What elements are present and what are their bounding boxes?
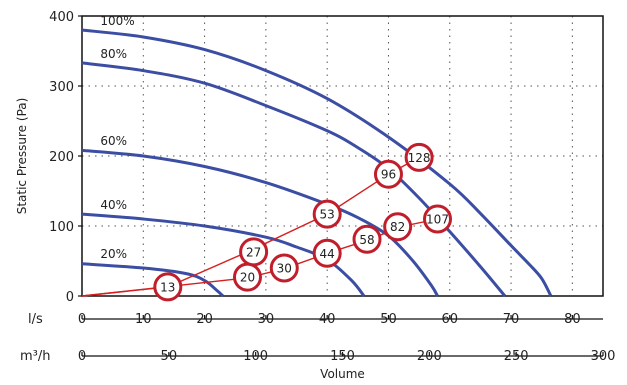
- x-tick-label: 150: [330, 349, 355, 364]
- fan-curve-60pct: [81, 148, 439, 297]
- curve-label: 100%: [100, 14, 134, 28]
- marker-label: 44: [320, 247, 335, 261]
- x-tick-label: 70: [503, 312, 520, 327]
- marker-30: 30: [269, 253, 299, 283]
- marker-label: 13: [160, 280, 175, 294]
- marker-circle: [383, 212, 413, 242]
- fan-curve-40pct: [81, 212, 366, 297]
- marker-128: 128: [404, 142, 434, 172]
- marker-circle: [269, 253, 299, 283]
- x-tick-label: 200: [417, 349, 442, 364]
- x-tick-label: 10: [135, 312, 152, 327]
- x-tick-label: 80: [564, 312, 581, 327]
- marker-label: 53: [320, 208, 335, 222]
- curve-label: 80%: [100, 47, 127, 61]
- x-axis-unit-m3h: m³/h: [20, 349, 51, 364]
- x-axis-ls-ticks: 0 10 20 30 40 50 60 70 80: [78, 312, 581, 327]
- marker-label: 20: [240, 271, 255, 285]
- marker-circle: [153, 272, 183, 302]
- marker-circle: [312, 199, 342, 229]
- marker-circle: [404, 142, 434, 172]
- x-tick-label: 50: [161, 349, 178, 364]
- grid-lines: [82, 16, 603, 296]
- x-tick-label: 100: [243, 349, 268, 364]
- marker-circle: [352, 224, 382, 254]
- x-tick-label: 20: [196, 312, 213, 327]
- curve-label: 20%: [100, 247, 127, 261]
- y-tick-label: 300: [49, 80, 74, 95]
- y-tick-label: 400: [49, 10, 74, 25]
- y-axis-label: Static Pressure (Pa): [15, 98, 29, 215]
- marker-107: 107: [423, 204, 453, 234]
- fan-curve-80pct: [81, 61, 507, 297]
- marker-label: 30: [277, 262, 292, 276]
- x-tick-label: 250: [504, 349, 529, 364]
- marker-27: 27: [239, 237, 269, 267]
- x-tick-label: 40: [319, 312, 336, 327]
- marker-20: 20: [232, 262, 262, 292]
- curve-labels: 100% 80% 60% 40% 20%: [100, 14, 134, 261]
- x-axis-m3h-ticks: 0 50 100 150 200 250 300: [78, 349, 616, 364]
- marker-label: 128: [408, 151, 431, 165]
- x-tick-label: 60: [441, 312, 458, 327]
- marker-44: 44: [312, 238, 342, 268]
- fan-curve-20pct: [81, 262, 225, 298]
- y-tick-label: 0: [66, 290, 74, 305]
- y-tick-label: 200: [49, 150, 74, 165]
- marker-label: 107: [426, 213, 449, 227]
- marker-circle: [373, 159, 403, 189]
- marker-82: 82: [383, 212, 413, 242]
- x-tick-label: 300: [591, 349, 616, 364]
- marker-53: 53: [312, 199, 342, 229]
- marker-label: 27: [246, 245, 261, 259]
- marker-circle: [423, 204, 453, 234]
- marker-96: 96: [373, 159, 403, 189]
- y-axis-ticks: 0 100 200 300 400: [49, 10, 82, 305]
- curve-label: 40%: [100, 198, 127, 212]
- markers: 13 20 30 27 44 58 82 53 107 96 128: [153, 142, 453, 302]
- marker-label: 58: [359, 233, 374, 247]
- x-tick-label: 0: [78, 312, 86, 327]
- y-tick-label: 100: [49, 220, 74, 235]
- x-tick-label: 50: [380, 312, 397, 327]
- curve-label: 60%: [100, 134, 127, 148]
- x-axis-label: Volume: [320, 367, 365, 381]
- marker-13: 13: [153, 272, 183, 302]
- x-axis-unit-ls: l/s: [28, 312, 43, 327]
- x-tick-label: 0: [78, 349, 86, 364]
- marker-label: 96: [381, 168, 396, 182]
- x-tick-label: 30: [258, 312, 275, 327]
- marker-circle: [239, 237, 269, 267]
- marker-label: 82: [390, 220, 405, 234]
- marker-circle: [312, 238, 342, 268]
- marker-58: 58: [352, 224, 382, 254]
